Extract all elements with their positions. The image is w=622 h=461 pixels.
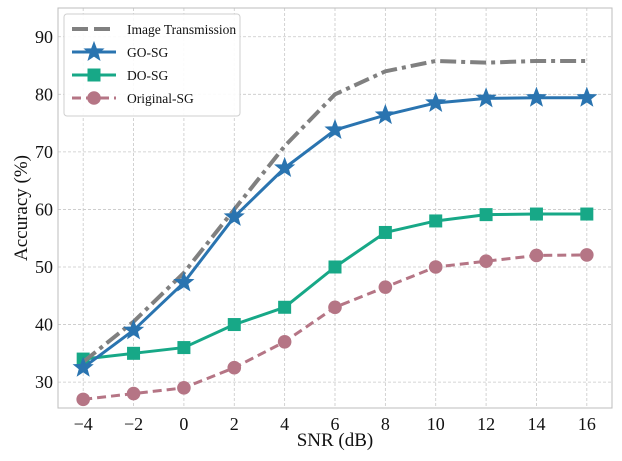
series-line-original-sg: [83, 253, 587, 401]
series-line-image-transmission: [81, 58, 587, 364]
data-point-go-sg: [374, 103, 396, 125]
y-tick-label: 80: [35, 84, 53, 104]
legend-box: [63, 13, 241, 117]
legend-label: Original-SG: [127, 91, 194, 106]
data-point-go-sg: [475, 87, 497, 108]
x-tick-label: 16: [578, 414, 596, 434]
y-tick-label: 40: [35, 315, 53, 335]
data-point-original-sg: [177, 381, 191, 395]
x-tick-label: 0: [179, 414, 188, 434]
legend: Image Transmission GO-SG DO-SG Original-SG: [63, 13, 241, 117]
x-tick-label: 6: [331, 414, 340, 434]
legend-marker-original-sg: [87, 91, 101, 105]
x-tick-label: 12: [477, 414, 495, 434]
legend-marker-do-sg: [87, 68, 101, 82]
data-point-original-sg: [479, 254, 493, 269]
legend-label: GO-SG: [127, 45, 169, 60]
y-axis-label: Accuracy (%): [11, 155, 32, 261]
x-axis-ticks: −4 −2 0 2 4 6 8 10 12 14 16: [74, 414, 596, 434]
data-point-go-sg: [425, 91, 447, 112]
data-point-go-sg: [173, 271, 195, 292]
series-original-sg: [76, 248, 594, 407]
data-point-go-sg: [525, 86, 548, 107]
y-tick-label: 60: [35, 199, 53, 219]
x-tick-label: 8: [381, 414, 390, 434]
x-tick-label: 4: [280, 414, 289, 434]
data-point-original-sg: [529, 248, 544, 263]
series-do-sg: [76, 207, 594, 366]
data-point-original-sg: [328, 300, 342, 315]
y-tick-label: 50: [35, 257, 53, 277]
series-image-transmission: [81, 58, 587, 364]
legend-label: DO-SG: [127, 68, 169, 83]
y-tick-label: 70: [35, 142, 53, 162]
y-axis-ticks: 30 40 50 60 70 80 90: [35, 27, 53, 392]
data-point-go-sg: [324, 118, 346, 140]
data-point-go-sg: [223, 205, 245, 226]
data-point-do-sg: [479, 208, 493, 222]
data-point-original-sg: [76, 392, 90, 407]
data-point-go-sg: [122, 319, 145, 340]
series-go-sg: [72, 86, 598, 377]
x-tick-label: 10: [427, 414, 445, 434]
data-point-do-sg: [227, 318, 241, 332]
data-point-do-sg: [529, 207, 543, 221]
data-point-do-sg: [429, 214, 443, 228]
data-point-go-sg: [576, 86, 598, 107]
y-tick-label: 30: [35, 372, 53, 392]
x-tick-label: 2: [230, 414, 239, 434]
legend-item-original-sg: Original-SG: [72, 91, 194, 106]
y-tick-label: 90: [35, 27, 53, 47]
legend-item-image-transmission: Image Transmission: [72, 22, 236, 37]
x-tick-label: 14: [527, 414, 545, 434]
data-point-do-sg: [177, 341, 191, 355]
legend-marker-go-sg: [83, 40, 105, 62]
data-point-do-sg: [328, 260, 342, 274]
legend-label: Image Transmission: [127, 22, 236, 37]
x-tick-label: −2: [124, 414, 143, 434]
data-point-original-sg: [277, 335, 292, 349]
data-point-go-sg: [274, 156, 296, 178]
data-point-original-sg: [428, 260, 443, 274]
x-axis-label: SNR (dB): [297, 430, 374, 451]
data-point-do-sg: [580, 207, 594, 221]
legend-item-do-sg: DO-SG: [72, 68, 169, 83]
data-point-original-sg: [378, 280, 393, 294]
data-point-original-sg: [580, 248, 594, 262]
legend-item-go-sg: GO-SG: [72, 40, 169, 62]
x-tick-label: −4: [74, 414, 93, 434]
data-point-original-sg: [227, 360, 242, 375]
data-point-go-sg: [72, 356, 94, 377]
data-point-do-sg: [378, 225, 392, 239]
data-point-original-sg: [126, 386, 141, 401]
plot-frame: [57, 7, 613, 409]
data-point-do-sg: [278, 300, 292, 314]
data-point-do-sg: [127, 346, 141, 360]
series-layer: [72, 58, 598, 407]
